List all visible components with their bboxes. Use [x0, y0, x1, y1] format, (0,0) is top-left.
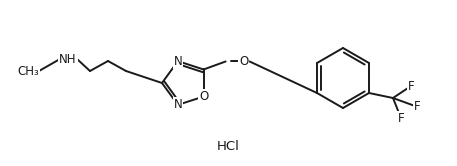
Text: HCl: HCl	[217, 139, 239, 153]
Text: F: F	[408, 80, 414, 92]
Text: F: F	[414, 99, 420, 113]
Text: O: O	[199, 90, 208, 103]
Text: N: N	[174, 55, 182, 68]
Text: F: F	[398, 112, 404, 124]
Text: O: O	[239, 55, 248, 68]
Text: NH: NH	[59, 52, 77, 66]
Text: CH₃: CH₃	[17, 65, 39, 78]
Text: N: N	[174, 98, 182, 111]
